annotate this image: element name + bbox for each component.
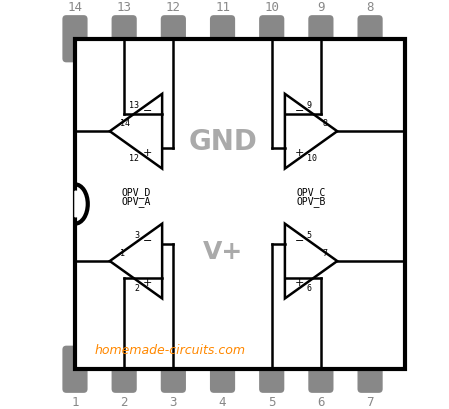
FancyBboxPatch shape — [161, 346, 186, 393]
Text: 7: 7 — [322, 249, 327, 258]
Text: +: + — [295, 277, 304, 287]
Text: 12: 12 — [166, 1, 181, 14]
FancyBboxPatch shape — [357, 16, 383, 63]
Text: 9: 9 — [317, 1, 325, 14]
Text: 6: 6 — [317, 395, 325, 408]
Text: 13: 13 — [117, 1, 132, 14]
Text: OPV_D: OPV_D — [121, 187, 151, 198]
Text: −: − — [143, 106, 152, 116]
Text: V+: V+ — [203, 240, 243, 263]
Bar — [75, 40, 405, 369]
Text: 12: 12 — [129, 154, 139, 163]
FancyBboxPatch shape — [308, 16, 334, 63]
Text: 14: 14 — [119, 119, 130, 128]
FancyBboxPatch shape — [357, 346, 383, 393]
Text: 2: 2 — [134, 283, 139, 292]
Text: −: − — [295, 236, 304, 246]
Text: 10: 10 — [307, 154, 317, 163]
Text: 1: 1 — [119, 249, 125, 258]
Text: 5: 5 — [307, 231, 312, 240]
Text: 1: 1 — [71, 395, 79, 408]
FancyBboxPatch shape — [210, 16, 235, 63]
Text: −: − — [295, 106, 304, 116]
Text: 8: 8 — [366, 1, 374, 14]
Text: −: − — [143, 236, 152, 246]
Text: OPV_A: OPV_A — [121, 196, 151, 207]
FancyBboxPatch shape — [62, 346, 88, 393]
FancyBboxPatch shape — [259, 346, 284, 393]
Text: 3: 3 — [134, 231, 139, 240]
FancyBboxPatch shape — [259, 16, 284, 63]
Text: homemade-circuits.com: homemade-circuits.com — [95, 343, 246, 356]
Text: 10: 10 — [264, 1, 279, 14]
FancyBboxPatch shape — [308, 346, 334, 393]
Text: +: + — [295, 148, 304, 157]
Text: 13: 13 — [129, 101, 139, 110]
Text: 3: 3 — [170, 395, 177, 408]
Text: 11: 11 — [215, 1, 230, 14]
Text: 4: 4 — [219, 395, 226, 408]
Text: OPV_C: OPV_C — [296, 187, 326, 198]
FancyBboxPatch shape — [161, 16, 186, 63]
Text: +: + — [143, 148, 152, 157]
Text: 2: 2 — [120, 395, 128, 408]
Text: +: + — [143, 277, 152, 287]
Text: 14: 14 — [67, 1, 83, 14]
Wedge shape — [75, 192, 88, 217]
Text: 6: 6 — [307, 283, 312, 292]
Text: 9: 9 — [307, 101, 312, 110]
FancyBboxPatch shape — [62, 16, 88, 63]
Text: 5: 5 — [268, 395, 276, 408]
Text: 8: 8 — [322, 119, 327, 128]
FancyBboxPatch shape — [111, 16, 137, 63]
Text: GND: GND — [189, 128, 258, 156]
Text: OPV_B: OPV_B — [296, 196, 326, 207]
FancyBboxPatch shape — [111, 346, 137, 393]
Text: 7: 7 — [366, 395, 374, 408]
FancyBboxPatch shape — [210, 346, 235, 393]
